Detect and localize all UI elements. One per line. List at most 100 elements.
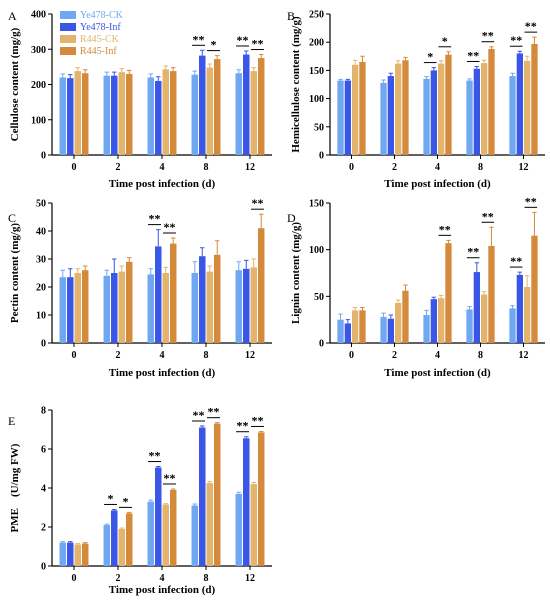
- error-bar: [119, 68, 124, 73]
- y-tick-label: 6: [41, 445, 46, 456]
- error-bar: [170, 488, 176, 490]
- bar-ye478-inf-0: [344, 80, 351, 155]
- error-bar: [60, 541, 66, 543]
- error-bar: [214, 240, 220, 255]
- error-bar: [112, 258, 117, 273]
- bar-ye478-ck-4: [147, 274, 155, 343]
- x-tick-label: 12: [245, 573, 255, 584]
- x-tick-label: 2: [392, 350, 397, 361]
- bar-r445-inf-2: [402, 290, 409, 343]
- error-bar: [75, 543, 80, 545]
- x-tick-label: 2: [116, 573, 121, 584]
- error-bar: [360, 55, 365, 62]
- error-bar: [381, 79, 386, 83]
- error-bar: [156, 229, 161, 247]
- significance-label: **: [237, 33, 249, 47]
- significance-label: *: [427, 50, 433, 64]
- error-bar: [156, 466, 161, 468]
- bar-ye478-ck-2: [380, 82, 387, 155]
- x-tick-label: 8: [204, 350, 209, 361]
- y-tick-label: 250: [309, 10, 324, 21]
- error-bar: [395, 60, 401, 64]
- x-tick-label: 0: [349, 162, 354, 173]
- error-bar: [431, 296, 437, 300]
- y-tick-label: 30: [36, 255, 46, 266]
- bar-r445-inf-4: [445, 54, 452, 155]
- significance-label: **: [482, 29, 494, 43]
- error-bar: [338, 313, 343, 320]
- error-bar: [236, 261, 242, 271]
- significance-label: **: [237, 419, 249, 433]
- x-tick-label: 8: [478, 350, 483, 361]
- error-bar: [214, 55, 220, 60]
- x-tick-label: 12: [245, 350, 255, 361]
- significance-label: *: [442, 34, 448, 48]
- error-bar: [119, 265, 124, 272]
- error-bar: [170, 67, 176, 72]
- bar-r445-ck-8: [206, 67, 213, 155]
- significance-label: **: [525, 194, 537, 208]
- bar-ye478-inf-12: [243, 54, 250, 155]
- error-bar: [207, 481, 212, 484]
- bar-ye478-ck-4: [147, 501, 155, 566]
- x-tick-label: 4: [160, 162, 165, 173]
- error-bar: [424, 309, 429, 315]
- y-tick-label: 10: [36, 311, 46, 322]
- error-bar: [148, 499, 154, 502]
- bar-r445-ck-12: [250, 267, 257, 343]
- bar-r445-inf-8: [213, 254, 221, 343]
- error-bar: [474, 65, 480, 69]
- error-bar: [489, 226, 494, 246]
- significance-label: *: [108, 491, 114, 505]
- x-axis-title: Time post infection (d): [384, 178, 491, 190]
- error-bar: [126, 511, 132, 514]
- bar-ye478-inf-0: [67, 542, 74, 566]
- bar-r445-inf-2: [125, 73, 133, 155]
- error-bar: [236, 69, 242, 74]
- bar-ye478-ck-12: [509, 308, 516, 343]
- bar-r445-inf-0: [81, 73, 89, 155]
- error-bar: [532, 211, 537, 236]
- bar-r445-inf-2: [125, 261, 133, 343]
- significance-label: **: [467, 48, 479, 62]
- error-bar: [200, 425, 205, 428]
- significance-label: **: [193, 408, 205, 422]
- y-tick-label: 300: [31, 45, 46, 56]
- significance-label: **: [193, 32, 205, 46]
- y-axis-title: Cellulose content (mg/g): [9, 27, 21, 141]
- significance-label: **: [439, 222, 451, 236]
- bar-r445-inf-0: [81, 543, 89, 566]
- panel-e: E PME (U/mg FW) Time post infection (d) 0 2 4…: [8, 405, 272, 596]
- error-bar: [388, 314, 394, 319]
- error-bar: [524, 55, 530, 61]
- error-bar: [251, 482, 256, 485]
- significance-label: **: [510, 254, 522, 268]
- y-tick-label: 200: [31, 80, 46, 91]
- bar-ye478-inf-12: [243, 438, 250, 566]
- bar-ye478-ck-2: [380, 316, 387, 343]
- error-bar: [207, 265, 212, 272]
- legend-label: R445-Inf: [80, 46, 117, 57]
- bar-ye478-inf-12: [516, 53, 523, 156]
- bar-ye478-ck-0: [337, 80, 344, 155]
- bar-ye478-inf-0: [67, 277, 74, 343]
- y-tick-label: 150: [309, 66, 324, 77]
- significance-label: **: [163, 220, 175, 234]
- error-bar: [524, 275, 530, 287]
- error-bar: [395, 299, 401, 303]
- x-tick-label: 0: [72, 162, 77, 173]
- error-bar: [510, 305, 515, 309]
- bar-ye478-ck-0: [59, 277, 67, 343]
- bar-ye478-inf-2: [111, 75, 118, 155]
- x-tick-label: 2: [116, 350, 121, 361]
- x-tick-label: 2: [392, 162, 397, 173]
- error-bar: [156, 76, 161, 81]
- bar-ye478-inf-8: [199, 256, 206, 343]
- error-bar: [481, 291, 487, 295]
- y-axis-title: PME (U/mg FW): [9, 443, 21, 532]
- y-tick-label: 8: [41, 406, 46, 417]
- bar-r445-ck-2: [395, 63, 402, 155]
